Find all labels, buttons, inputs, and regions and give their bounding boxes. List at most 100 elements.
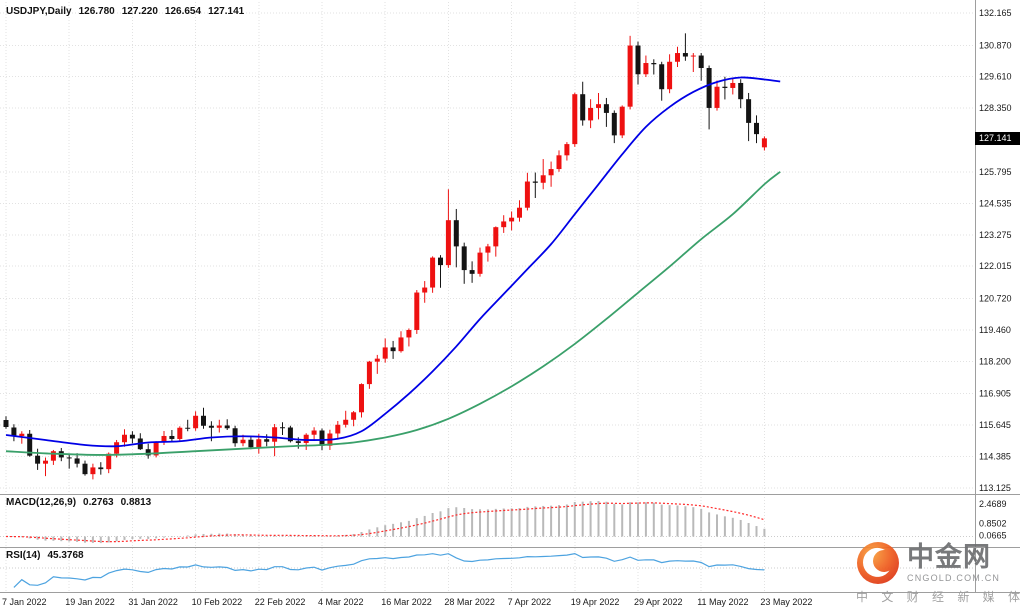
candle-up	[240, 439, 246, 444]
candle-down	[722, 86, 728, 88]
candle-down	[280, 427, 285, 429]
candle-down	[145, 449, 151, 456]
candle-up	[272, 427, 278, 442]
price-axis-label: 118.200	[979, 356, 1011, 366]
candle-up	[106, 453, 112, 470]
candle-up	[335, 424, 341, 434]
candle-up	[193, 415, 199, 429]
date-axis-label: 23 May 2022	[760, 597, 812, 607]
date-axis-label: 31 Jan 2022	[128, 597, 178, 607]
macd-scale-label: 2.4689	[979, 499, 1007, 509]
candle-down	[169, 435, 175, 439]
candle-down	[469, 270, 475, 274]
candle-down	[611, 112, 617, 136]
date-axis-label: 4 Mar 2022	[318, 597, 364, 607]
candle-down	[224, 425, 230, 429]
candle-up	[351, 412, 357, 420]
price-axis-label: 130.870	[979, 40, 1012, 50]
candle-up	[398, 337, 404, 352]
candle-down	[532, 181, 538, 183]
candle-down	[659, 64, 665, 90]
candle-up	[572, 94, 578, 145]
candle-down	[453, 220, 459, 247]
candle-up	[714, 86, 720, 108]
macd-name: MACD(12,26,9)	[6, 497, 77, 508]
candle-up	[19, 433, 25, 436]
candle-up	[343, 419, 349, 425]
date-axis-label: 28 Mar 2022	[444, 597, 495, 607]
candle-down	[390, 347, 396, 352]
candle-up	[588, 107, 594, 121]
candle-up	[517, 207, 522, 218]
candle-up	[50, 451, 56, 461]
candle-down	[82, 463, 88, 475]
candle-down	[129, 434, 135, 439]
candle-down	[287, 427, 293, 442]
candle-up	[643, 63, 649, 75]
candle-up	[406, 329, 412, 338]
price-axis-label: 129.610	[979, 72, 1012, 82]
candle-up	[730, 82, 736, 88]
date-axis-label: 22 Feb 2022	[255, 597, 306, 607]
price-axis-label: 119.460	[979, 325, 1011, 335]
candle-down	[438, 257, 443, 266]
candle-down	[319, 430, 325, 446]
candle-up	[524, 181, 530, 208]
candle-up	[540, 175, 546, 183]
candle-down	[3, 420, 9, 428]
open-value: 126.780	[78, 6, 115, 17]
rsi-current-value: 45.3768	[47, 550, 84, 561]
candle-up	[161, 435, 167, 443]
candle-up	[122, 434, 127, 443]
macd-indicator-label: MACD(12,26,9) 0.2763 0.8813	[6, 497, 151, 508]
candle-up	[422, 287, 428, 293]
price-axis-label: 125.795	[979, 167, 1012, 177]
macd-scale-label: 0.0665	[979, 531, 1007, 541]
candle-up	[311, 430, 317, 435]
candle-down	[264, 439, 270, 442]
price-axis-label: 113.125	[979, 483, 1011, 493]
candle-up	[177, 427, 183, 439]
candle-up	[374, 358, 380, 362]
macd-scale-label: 0.8502	[979, 519, 1007, 529]
candle-up	[430, 257, 436, 288]
candle-up	[216, 425, 222, 428]
candle-up	[675, 53, 680, 62]
candle-down	[98, 467, 104, 470]
candle-up	[485, 246, 491, 253]
candle-up	[501, 221, 507, 228]
candle-up	[761, 138, 767, 148]
candle-up	[90, 467, 96, 475]
candle-down	[651, 63, 657, 65]
candle-down	[746, 99, 752, 123]
candle-down	[754, 122, 759, 135]
candle-up	[509, 217, 515, 222]
cngold-name: 中金网	[907, 542, 991, 573]
candle-up	[548, 169, 554, 176]
date-axis-label: 7 Jan 2022	[2, 597, 47, 607]
candle-down	[248, 439, 254, 448]
chart-title: USDJPY,Daily 126.780 127.220 126.654 127…	[6, 6, 244, 17]
date-axis-label: 19 Apr 2022	[571, 597, 620, 607]
price-axis-label: 132.165	[979, 8, 1012, 18]
candle-up	[114, 442, 120, 454]
candle-up	[382, 347, 388, 359]
close-value: 127.141	[208, 6, 245, 17]
candle-down	[635, 45, 641, 75]
macd-main-value: 0.2763	[83, 497, 114, 508]
candle-up	[43, 460, 48, 464]
candle-up	[153, 442, 159, 456]
date-axis-label: 16 Mar 2022	[381, 597, 432, 607]
candles-layer	[3, 33, 767, 480]
candle-down	[74, 458, 80, 464]
candle-down	[66, 457, 72, 459]
candle-up	[619, 106, 625, 136]
cngold-domain: CNGOLD.COM.CN	[907, 572, 1001, 583]
date-axis-label: 19 Jan 2022	[65, 597, 115, 607]
price-axis-label: 128.350	[979, 103, 1012, 113]
candle-up	[303, 434, 309, 443]
candle-up	[366, 361, 372, 385]
candle-down	[706, 68, 712, 108]
